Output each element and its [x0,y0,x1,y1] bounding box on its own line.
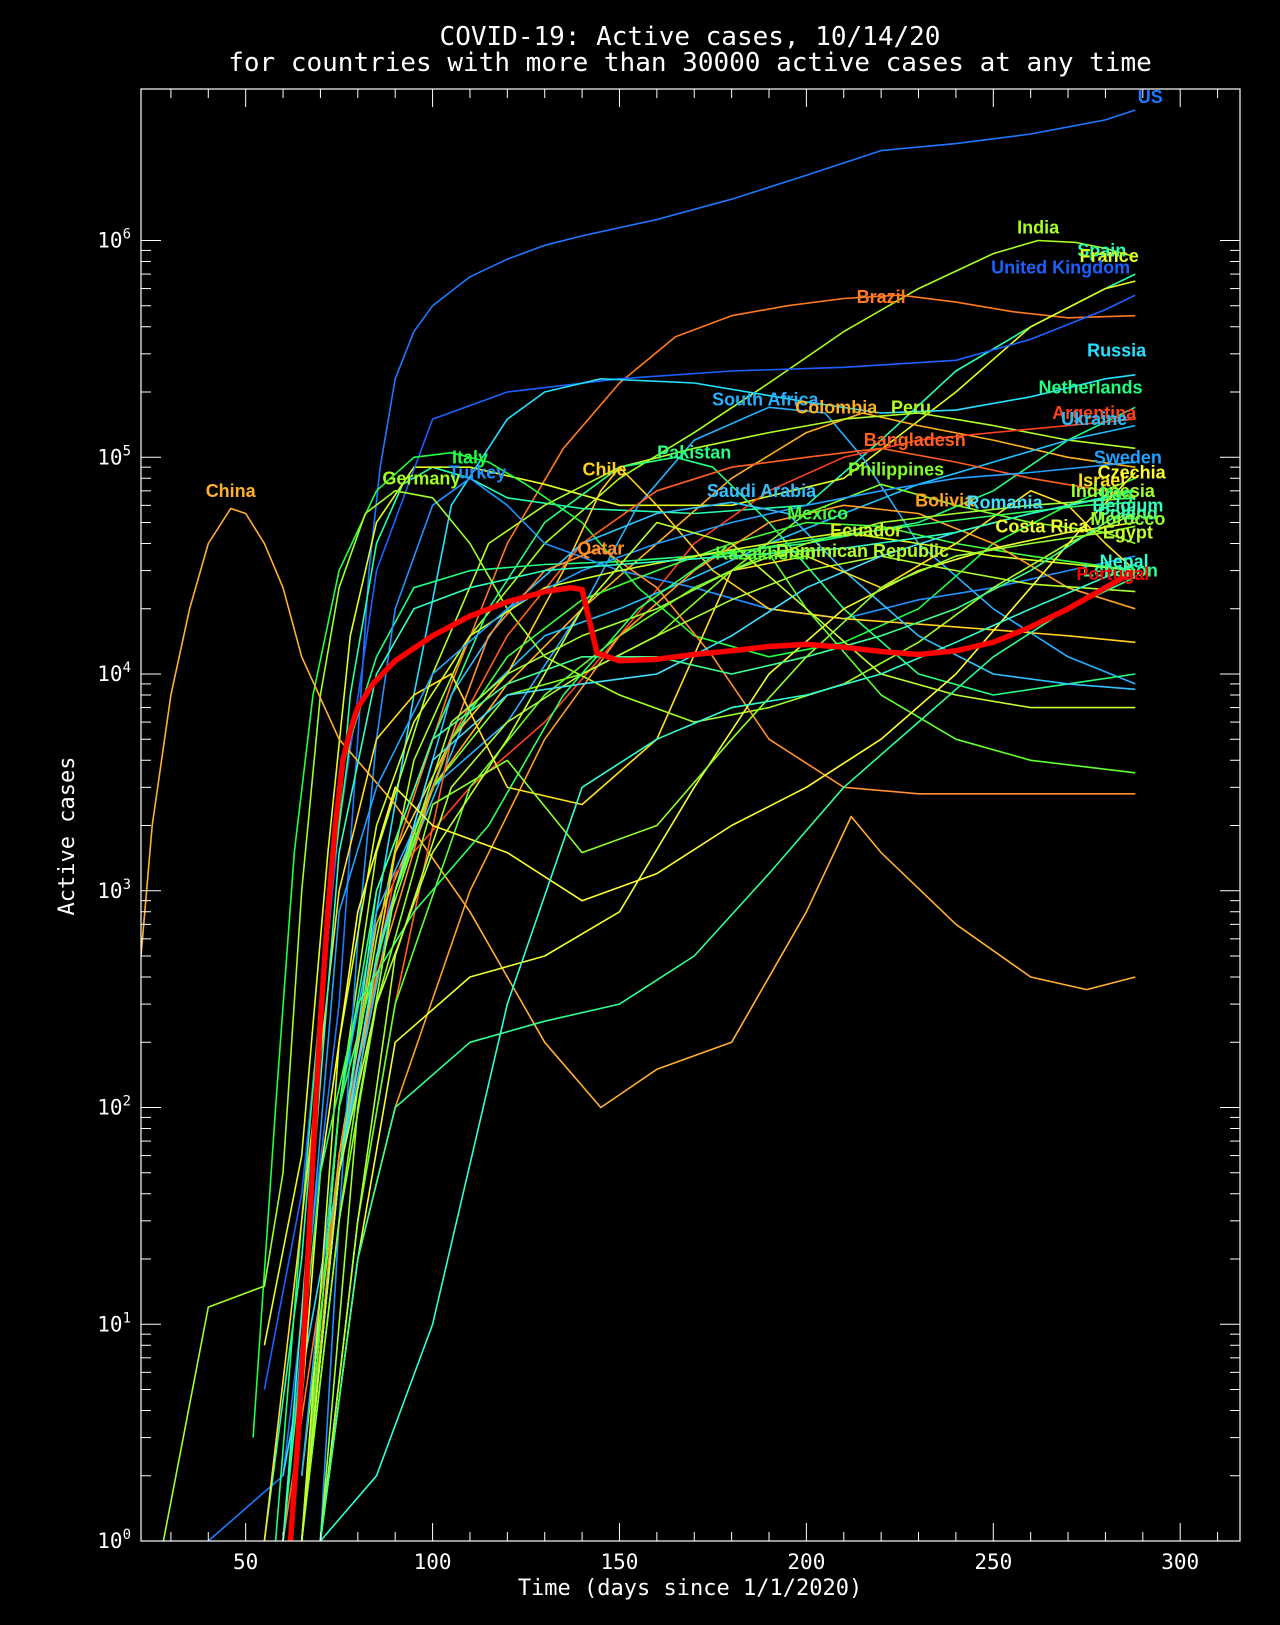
series-line-nepal [319,563,1136,1541]
series-label-portugal: Portugal [1076,564,1149,584]
x-tick-label: 100 [414,1550,452,1574]
x-tick-label: 200 [787,1550,825,1574]
x-tick-label: 250 [974,1550,1012,1574]
series-line-germany [162,490,1136,1541]
series-label-brazil: Brazil [857,287,906,307]
series-label-france: France [1080,246,1139,266]
series-line-dominican-republic [319,555,1136,1541]
series-line-costa-rica [319,521,1136,1541]
series-label-morocco: Morocco [1090,509,1165,529]
series-line-poland [300,504,1136,1541]
series-label-dominican-republic: Dominican Republic [776,541,949,561]
chart-title: COVID-19: Active cases, 10/14/20 [440,22,941,52]
series-line-bangladesh [319,447,1136,1541]
series-line-qatar [300,547,1136,1541]
series-line-france [263,280,1136,1346]
plot-area [141,109,1137,1541]
series-label-bangladesh: Bangladesh [864,430,966,450]
y-tick-label: 106 [97,227,131,253]
series-label-russia: Russia [1087,341,1147,361]
series-line-chile [300,466,1136,1541]
series-line-indonesia [319,497,1136,1541]
series-label-pakistan: Pakistan [657,443,731,463]
series-line-iraq [282,501,1136,1541]
series-line-kazakhstan [319,552,1136,1541]
series-label-italy: Italy [452,447,488,467]
y-axis-title: Active cases [55,757,80,916]
series-label-saudi-arabia: Saudi Arabia [707,481,817,501]
series-line-argentina [300,418,1136,1541]
series-label-colombia: Colombia [795,397,878,417]
chart-subtitle: for countries with more than 30000 activ… [228,48,1152,78]
series-label-us: US [1138,87,1163,107]
series-label-czechia: Czechia [1098,463,1167,483]
series-label-peru: Peru [891,397,931,417]
series-line-italy [252,451,1136,1438]
x-tick-label: 150 [601,1550,639,1574]
series-label-romania: Romania [966,492,1043,512]
plot-frame [140,88,1241,1542]
series-label-costa-rica: Costa Rica [995,516,1089,536]
series-line-egypt [300,521,1136,1541]
series-label-philippines: Philippines [848,459,944,479]
y-tick-label: 105 [97,443,131,469]
series-line-lebanon [319,576,1136,1541]
series-label-turkey: Turkey [449,463,507,483]
series-line-russia [282,374,1136,1476]
series-line-belgium [282,490,1136,1541]
series-label-belgium: Belgium [1092,495,1163,515]
series-line-china [141,507,1136,1109]
x-tick-label: 300 [1161,1550,1199,1574]
series-label-ecuador: Ecuador [830,520,902,540]
series-line-peru [300,412,1136,1541]
series-label-germany: Germany [382,468,460,488]
series-label-mexico: Mexico [787,504,848,524]
series-line-south-africa [300,406,1136,1476]
y-tick-label: 101 [97,1310,131,1336]
series-line-czechia [289,471,1136,1541]
series-label-kazakhstan: Kazakhstan [715,543,815,563]
series-label-china: China [206,481,257,501]
series-line-morocco [300,525,1136,1541]
series-label-argentina: Argentina [1052,403,1137,423]
series-label-ukraine: Ukraine [1061,409,1127,429]
series-line-brazil [282,294,1136,1541]
series-line-us [207,109,1136,1541]
series-label-south-africa: South Africa [712,389,819,409]
series-label-united-kingdom: United Kingdom [991,258,1130,278]
series-label-iraq: Iraq [1100,484,1133,504]
series-label-lebanon: Lebanon [1083,561,1158,581]
series-label-qatar: Qatar [577,538,624,558]
series-label-poland: Poland [1098,504,1158,524]
series-label-chile: Chile [582,459,626,479]
series-label-egypt: Egypt [1103,522,1153,542]
series-label-sweden: Sweden [1094,447,1162,467]
y-tick-label: 104 [97,660,131,686]
x-tick-label: 50 [233,1550,258,1574]
series-line-sweden [282,461,1136,1541]
series-label-nepal: Nepal [1100,552,1149,572]
series-line-portugal [287,568,1137,1541]
series-line-india [300,239,1136,1476]
series-label-spain: Spain [1077,240,1126,260]
series-label-israel: Israel [1078,471,1125,491]
y-tick-label: 103 [97,877,131,903]
x-axis-title: Time (days since 1/1/2020) [518,1576,862,1601]
series-label-bolivia: Bolivia [915,491,975,511]
y-tick-label: 100 [97,1527,131,1553]
y-tick-label: 102 [97,1094,131,1120]
series-label-india: India [1017,217,1060,237]
series-label-indonesia: Indonesia [1071,481,1156,501]
series-label-netherlands: Netherlands [1038,377,1142,397]
